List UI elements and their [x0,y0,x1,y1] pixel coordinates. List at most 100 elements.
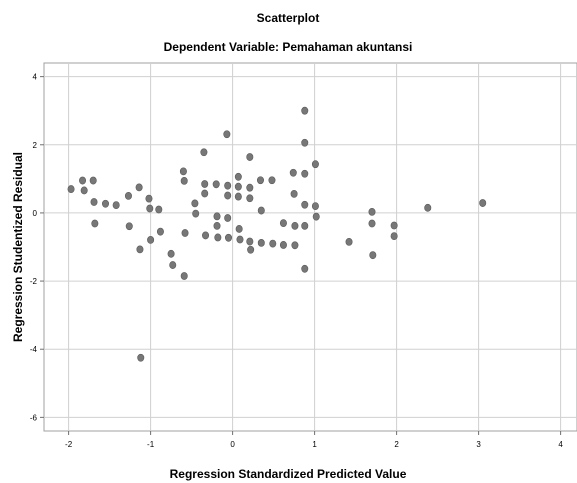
scatter-point [312,212,320,221]
scatter-point [257,239,265,247]
scatter-point [246,237,254,246]
scatter-point [311,202,319,211]
scatter-point [213,221,221,230]
scatter-point [91,219,99,228]
scatter-point [246,183,254,192]
scatter-point [279,241,287,249]
scatter-point [291,241,299,250]
x-tick-labels: -2 -1 0 1 2 3 4 [65,431,563,449]
scatter-point [301,264,309,273]
scatter-point [156,227,164,236]
scatter-point [137,353,145,362]
scatter-point [145,194,153,203]
scatter-point [155,205,163,214]
scatter-point [479,199,487,207]
x-tick-label: 4 [558,440,563,449]
scatter-point [200,148,208,157]
x-tick-label: 0 [230,440,235,449]
scatter-point [124,191,132,200]
scatter-point [301,138,309,147]
scatter-point [301,169,309,178]
scatter-point [390,221,398,230]
scatter-point [212,180,220,189]
scatter-point [191,199,199,208]
scatter-point [279,219,287,228]
data-points [67,106,487,362]
scatter-point [368,219,376,228]
x-tick-label: 2 [394,440,399,449]
scatter-point [291,221,299,230]
scatter-point [236,235,244,244]
y-tick-label: -4 [30,345,38,354]
scatter-point [112,201,120,209]
chart-subtitle: Dependent Variable: Pemahaman akuntansi [164,40,413,54]
x-tick-label: 1 [312,440,317,449]
y-tick-label: -2 [30,277,38,286]
scatter-point [224,214,232,222]
scatter-point [301,200,309,209]
scatter-point [257,206,265,215]
y-tick-label: -6 [30,413,38,422]
scatter-point [225,233,233,242]
scatter-point [214,233,222,242]
scatter-point [136,245,144,254]
scatter-point [180,176,188,185]
scatter-point [169,261,177,269]
scatter-point [146,204,154,213]
x-tick-label: -2 [65,440,73,449]
scatter-point [301,221,309,230]
scatter-point [89,176,97,185]
x-tick-label: 3 [476,440,481,449]
scatter-point [224,191,232,200]
scatter-point [234,172,242,181]
scatter-point [368,208,376,216]
scatter-point [301,106,309,115]
y-axis-title: Regression Studentized Residual [11,152,25,342]
scatter-point [201,189,209,198]
scatter-point [147,235,155,244]
x-tick-label: -1 [147,440,155,449]
scatter-point [256,176,264,185]
scatter-point [79,176,87,185]
scatter-point [290,189,298,198]
scatter-point [167,249,175,258]
x-axis-title: Regression Standardized Predicted Value [170,467,407,481]
scatter-point [234,192,242,201]
scatter-point [179,167,187,176]
scatter-point [246,194,254,203]
scatter-point [369,251,377,260]
scatter-point [180,272,188,280]
gridlines [44,63,577,431]
plot-area [43,62,577,432]
scatter-point [213,212,221,221]
scatter-point [125,222,133,231]
scatter-point [224,181,232,190]
scatter-point [202,231,210,240]
scatter-point [390,232,398,240]
scatter-point [311,160,319,169]
scatter-point [234,182,242,191]
scatter-point [90,198,98,206]
scatter-point [268,176,276,185]
scatter-point [289,168,297,177]
scatter-point [80,186,88,195]
scatter-point [223,130,231,139]
y-tick-label: 0 [33,209,38,218]
scatter-point [269,239,277,248]
scatter-point [235,225,243,233]
scatter-point [247,245,255,254]
scatter-point [192,209,200,218]
y-tick-label: 4 [33,73,38,82]
chart-title: Scatterplot [257,11,320,25]
scatter-point [345,237,353,246]
y-tick-labels: 4 2 0 -2 -4 -6 [30,73,44,422]
scatter-point [424,203,432,212]
scatter-point [67,185,75,193]
scatter-point [135,183,143,192]
scatter-point [201,180,209,188]
scatter-point [246,153,254,161]
scatter-point [181,229,189,237]
scatter-point [102,199,110,208]
y-tick-label: 2 [33,141,38,150]
